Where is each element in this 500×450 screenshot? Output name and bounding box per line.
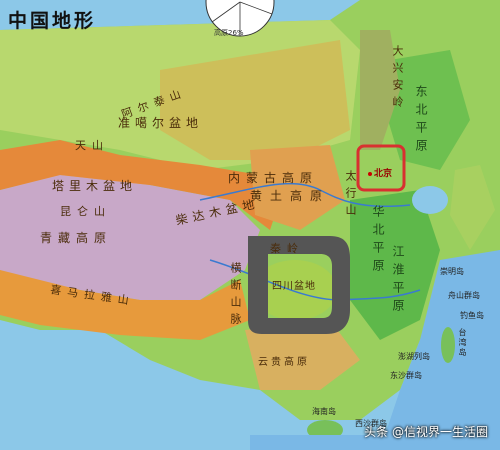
- label-inner-mongolia: 内蒙古高原: [228, 171, 319, 185]
- label-xinganling: 大兴安岭: [391, 45, 404, 113]
- label-xisha: 西沙群岛: [355, 419, 387, 428]
- label-kunlun: 昆仑山: [60, 205, 111, 218]
- pie-chart-landform-ratio: [205, 0, 275, 37]
- label-zhoushan: 舟山群岛: [448, 291, 480, 300]
- label-diaoyu: 钓鱼岛: [460, 311, 484, 320]
- label-huabei-plain: 华北平原: [371, 205, 385, 277]
- label-beijing: 北京: [374, 169, 393, 179]
- label-dongbei-plain: 东北平原: [414, 85, 428, 157]
- label-junggar: 准噶尔盆地: [118, 116, 204, 130]
- label-penghu: 澎湖列岛: [398, 352, 430, 361]
- map-title: 中国地形: [8, 10, 97, 32]
- label-dongsha: 东沙群岛: [390, 371, 422, 380]
- label-qinling: 秦岭: [270, 242, 304, 255]
- label-tarim: 塔里木盆地: [52, 179, 138, 193]
- label-tianshan: 天山: [75, 139, 109, 152]
- pie-label-plateau: 高原26%: [214, 29, 244, 37]
- label-taiwan: 台湾岛: [458, 328, 467, 358]
- label-hengduan: 横断山脉: [229, 262, 242, 330]
- label-taihang: 太行山: [344, 170, 357, 221]
- capital-marker: [368, 172, 372, 176]
- label-loess: 黄土高原: [250, 189, 331, 203]
- label-jianghuai: 江淮平原: [391, 245, 405, 317]
- label-qinghai-tibet: 青藏高原: [40, 231, 113, 245]
- label-sichuan: 四川盆地: [272, 281, 316, 292]
- label-yungui: 云贵高原: [258, 357, 310, 368]
- watermark: 头条 @信视界一生活圈: [364, 425, 488, 439]
- label-hainan: 海南岛: [312, 407, 336, 416]
- label-chongming: 崇明岛: [440, 267, 464, 276]
